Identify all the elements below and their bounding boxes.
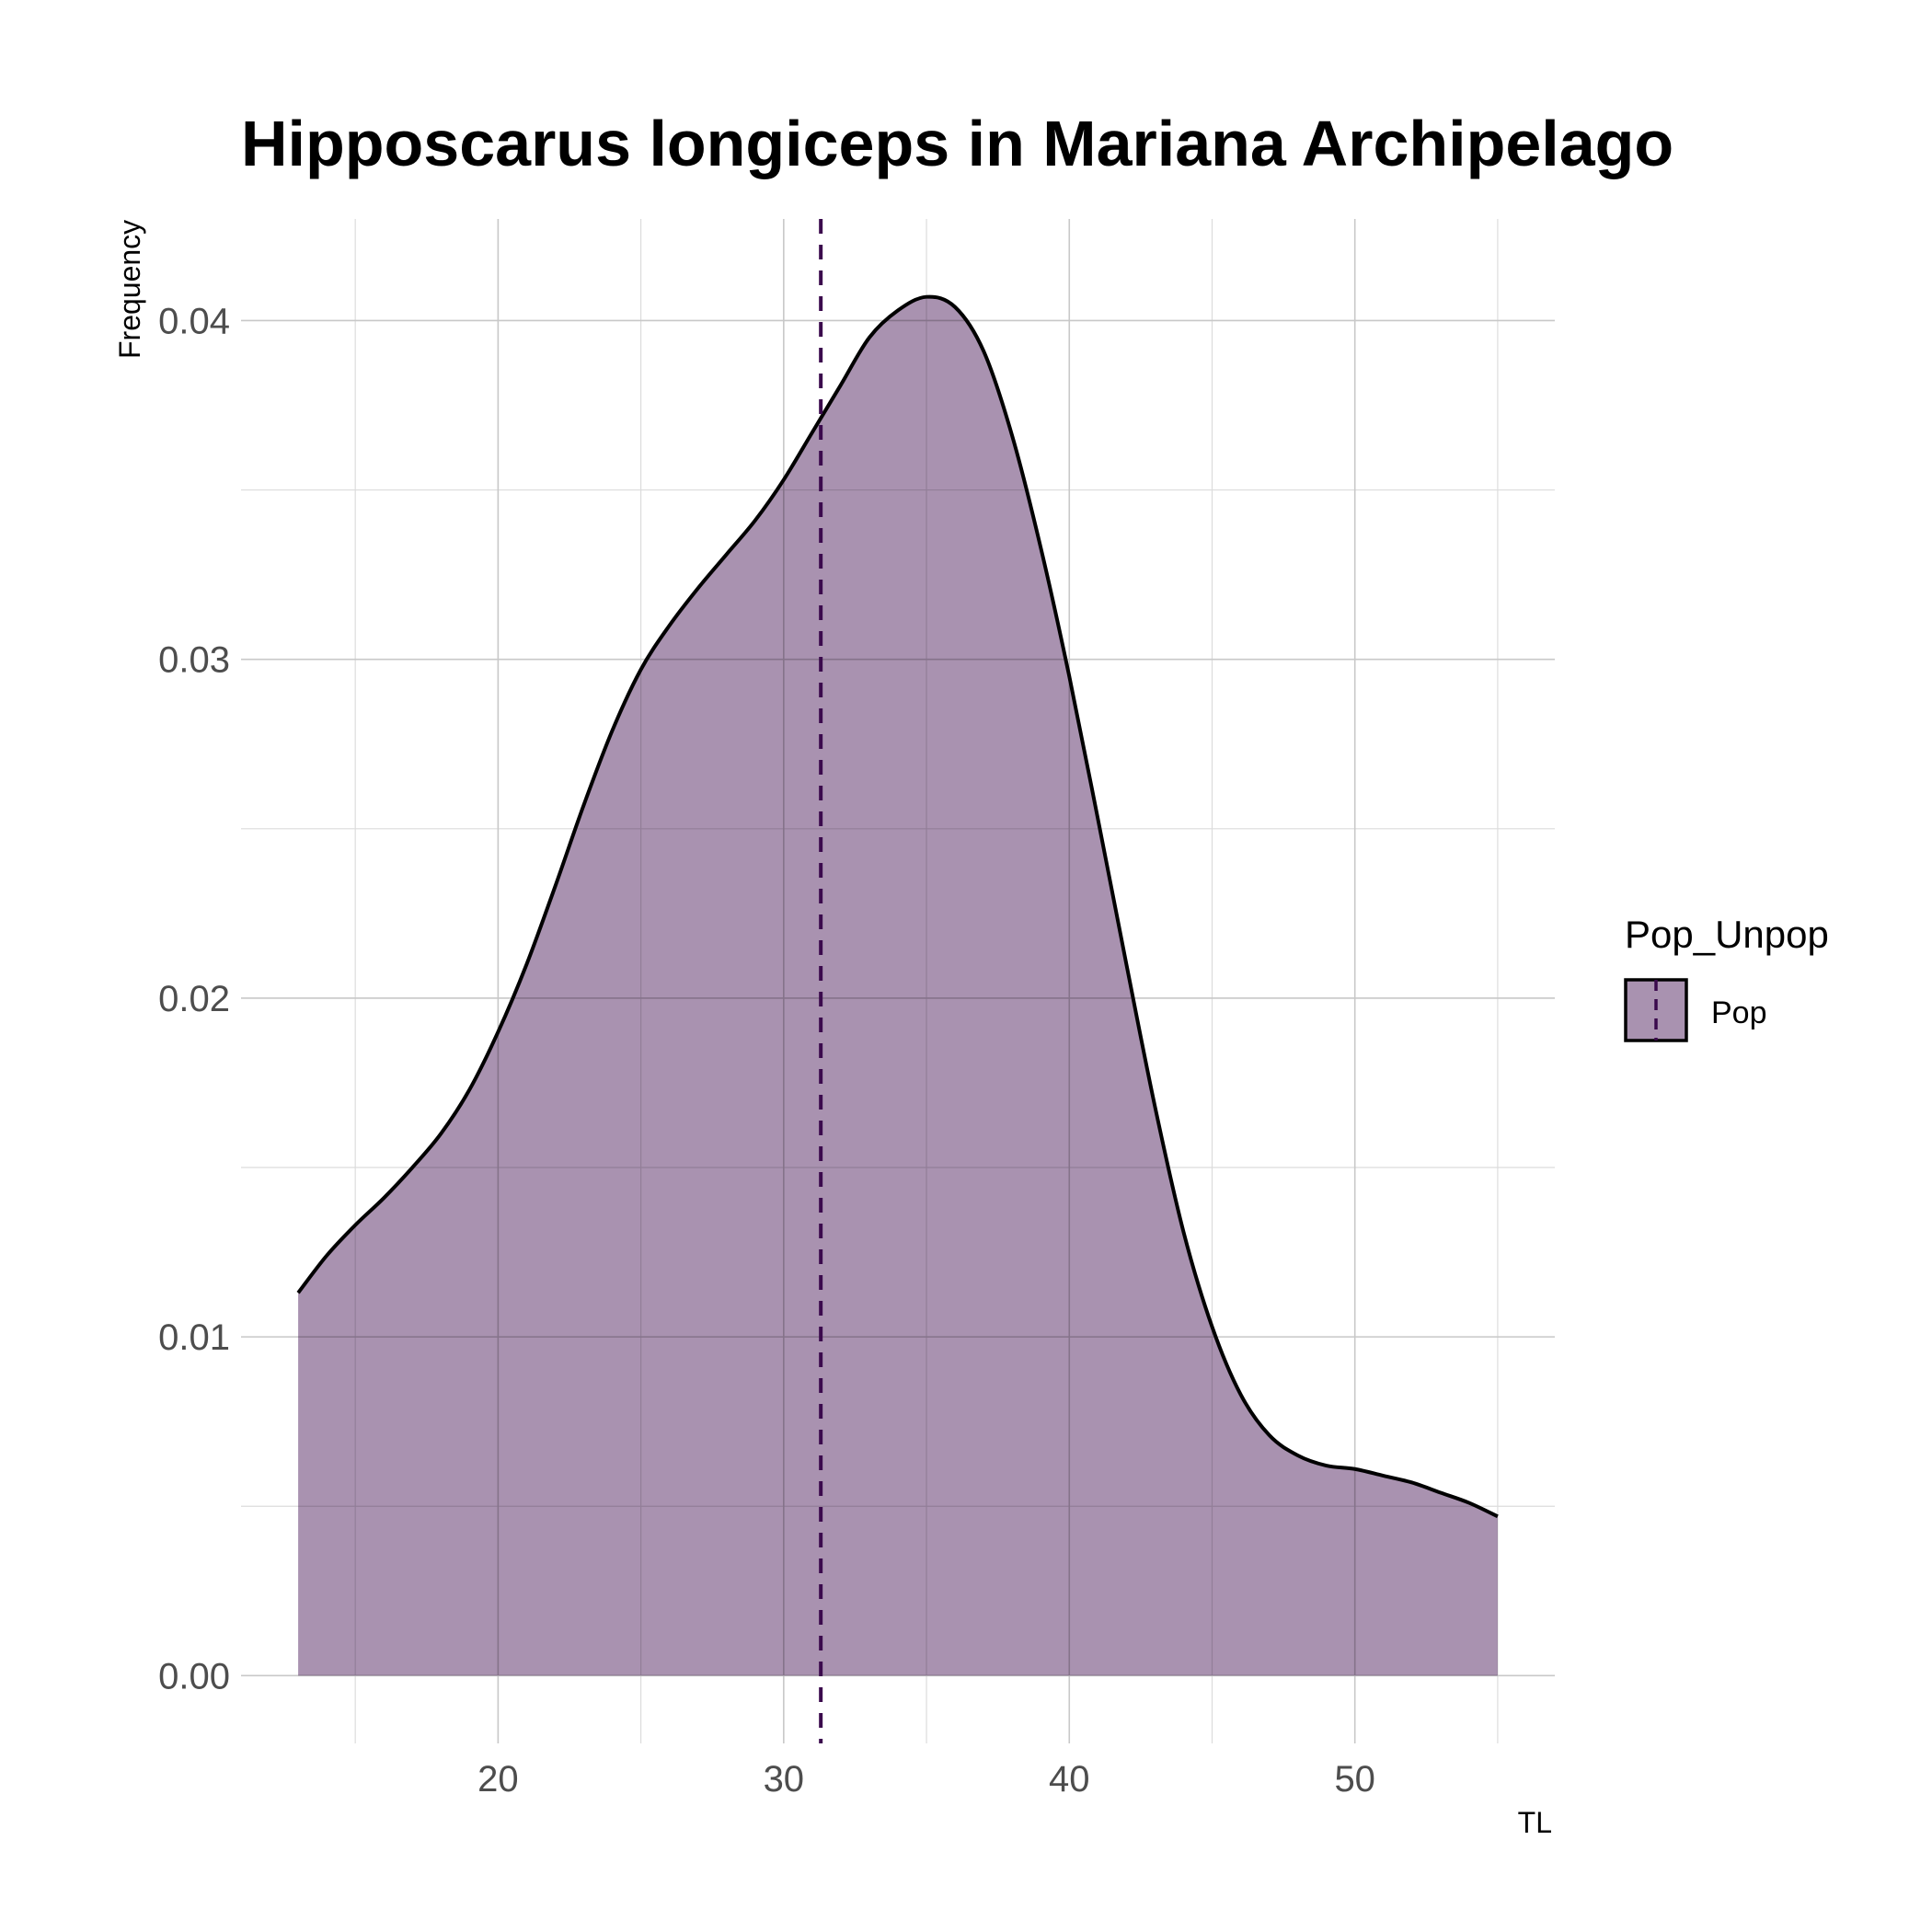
x-tick-label: 30	[764, 1759, 805, 1800]
y-axis-title: Frequency	[113, 220, 146, 359]
density-line-pop	[296, 294, 1499, 1519]
y-tick-label: 0.02	[158, 979, 230, 1019]
chart-title: Hipposcarus longiceps in Mariana Archipe…	[241, 108, 1673, 179]
y-tick-label: 0.03	[158, 640, 230, 681]
y-axis-ticks: 0.00 0.01 0.02 0.03 0.04	[158, 301, 230, 1696]
y-tick-label: 0.04	[158, 301, 230, 341]
y-tick-label: 0.00	[158, 1656, 230, 1696]
legend-label-pop: Pop	[1711, 995, 1767, 1030]
x-tick-label: 20	[477, 1759, 519, 1800]
x-axis-ticks: 20 30 40 50	[477, 1759, 1375, 1800]
legend: Pop_Unpop Pop	[1624, 913, 1829, 1042]
y-tick-label: 0.01	[158, 1317, 230, 1358]
legend-title: Pop_Unpop	[1625, 913, 1829, 956]
x-axis-title: TL	[1518, 1806, 1552, 1839]
x-tick-label: 50	[1334, 1759, 1375, 1800]
x-tick-label: 40	[1049, 1759, 1090, 1800]
density-area-pop	[298, 296, 1498, 1676]
